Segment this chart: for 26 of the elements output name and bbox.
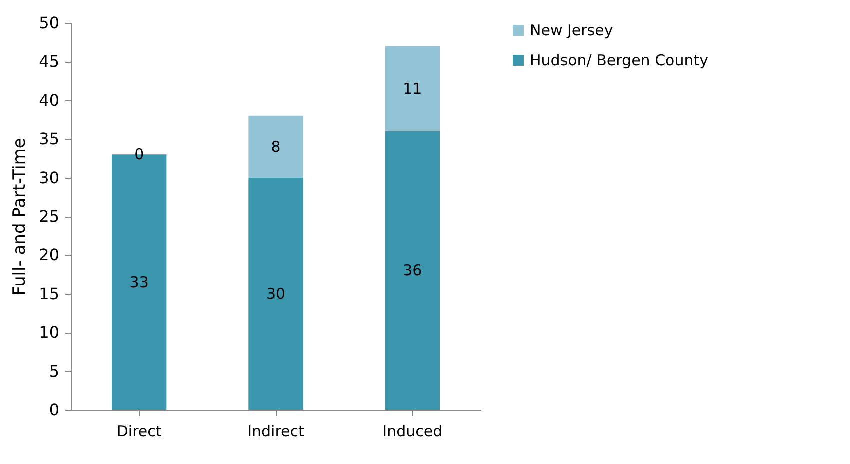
x-tick-label: Induced xyxy=(382,422,443,440)
x-tick-label: Direct xyxy=(116,422,162,440)
bar xyxy=(385,46,440,132)
bar xyxy=(385,131,440,410)
y-tick-label: 35 xyxy=(39,130,60,149)
y-tick-label: 25 xyxy=(39,207,60,226)
bar xyxy=(248,178,304,410)
y-tick-label: 50 xyxy=(39,14,60,32)
data-label: 36 xyxy=(403,262,422,280)
legend-label: Hudson/ Bergen County xyxy=(530,52,709,70)
y-axis-title: Full- and Part-Time xyxy=(10,138,30,296)
y-tick-label: 20 xyxy=(39,246,60,265)
bar xyxy=(248,116,304,178)
y-tick-label: 10 xyxy=(39,323,60,342)
y-tick-label: 45 xyxy=(39,52,60,72)
data-label: 8 xyxy=(271,138,281,156)
data-label: 11 xyxy=(403,80,422,98)
x-tick-label: Indirect xyxy=(248,422,305,440)
legend-label: New Jersey xyxy=(530,22,614,40)
y-tick-label: 30 xyxy=(39,168,60,188)
y-tick-label: 0 xyxy=(49,400,60,420)
data-label: 33 xyxy=(130,273,149,292)
y-tick-label: 40 xyxy=(39,90,60,110)
data-label: 30 xyxy=(266,284,286,303)
y-tick-label: 5 xyxy=(49,362,60,381)
y-tick-label: 15 xyxy=(39,284,60,304)
